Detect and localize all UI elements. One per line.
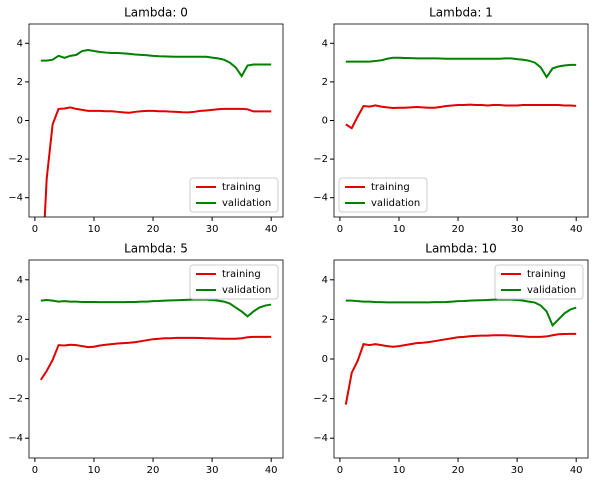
y-tick-label: −4 [8,433,23,444]
series-line [39,335,272,381]
legend-label: validation [222,285,271,296]
x-tick-label: 0 [32,224,38,235]
y-tick-label: −4 [313,193,328,204]
x-tick-label: 20 [452,465,465,476]
series-line [40,298,272,318]
legend-label: validation [371,198,420,209]
subplot: Lambda: 10 0 10 20 30 40 −4 −2 0 2 4 training valida… [313,242,589,476]
x-tick-label: 10 [393,465,406,476]
subplot: Lambda: 1 0 10 20 30 40 −4 −2 0 2 4 training validat… [313,6,589,235]
legend-label: training [371,182,410,193]
series-line [40,49,272,79]
x-tick-label: 40 [265,224,278,235]
x-tick-label: 20 [452,224,465,235]
x-tick-label: 30 [511,465,524,476]
axes-frame [28,23,284,218]
y-tick-label: 4 [322,275,328,286]
legend-label: training [222,269,261,280]
y-tick-label: −2 [8,154,23,165]
series-line [345,298,577,328]
x-tick-label: 30 [206,224,219,235]
y-tick-label: −4 [8,193,23,204]
subplot-title: Lambda: 0 [124,6,188,20]
y-tick-label: 2 [17,77,23,88]
x-tick-label: 20 [147,465,160,476]
series-line [43,106,272,217]
plot-area [344,298,577,405]
y-tick-label: 0 [322,116,328,127]
y-tick-label: 2 [322,314,328,325]
legend-label: training [222,182,261,193]
legend: training validation [189,177,279,213]
legend: training validation [338,177,428,213]
plot-area [40,49,272,217]
y-tick-label: 4 [322,38,328,49]
y-tick-label: 0 [322,354,328,365]
x-tick-label: 20 [147,224,160,235]
series-line [344,332,577,405]
y-tick-label: 2 [322,77,328,88]
x-tick-label: 10 [88,224,101,235]
legend: training validation [494,264,584,300]
x-tick-label: 30 [206,465,219,476]
y-tick-label: −2 [8,394,23,405]
x-tick-label: 40 [570,465,583,476]
series-line [345,56,577,79]
plot-area [345,56,577,130]
x-tick-label: 0 [337,224,343,235]
y-tick-label: 0 [17,354,23,365]
subplot: Lambda: 5 0 10 20 30 40 −4 −2 0 2 4 training validat… [8,242,284,476]
y-tick-label: −2 [313,394,328,405]
x-tick-label: 0 [32,465,38,476]
y-tick-label: 4 [17,38,23,49]
y-tick-label: −4 [313,433,328,444]
plot-area [39,298,272,381]
x-tick-label: 0 [337,465,343,476]
x-tick-label: 40 [570,224,583,235]
x-tick-label: 30 [511,224,524,235]
axes-frame [28,259,284,459]
y-tick-label: −2 [313,154,328,165]
subplot-title: Lambda: 5 [124,242,188,256]
legend-label: validation [527,285,576,296]
x-tick-label: 10 [393,224,406,235]
x-tick-label: 40 [265,465,278,476]
subplot-title: Lambda: 1 [429,6,493,20]
y-tick-label: 0 [17,116,23,127]
subplot-title: Lambda: 10 [425,242,496,256]
axes-frame [333,23,589,218]
axes-frame [333,259,589,459]
y-tick-label: 2 [17,314,23,325]
legend-label: training [527,269,566,280]
legend-label: validation [222,198,271,209]
subplot: Lambda: 0 0 10 20 30 40 −4 −2 0 2 4 training validat… [8,6,284,235]
x-tick-label: 10 [88,465,101,476]
legend: training validation [189,264,279,300]
y-tick-label: 4 [17,275,23,286]
series-line [345,103,577,130]
